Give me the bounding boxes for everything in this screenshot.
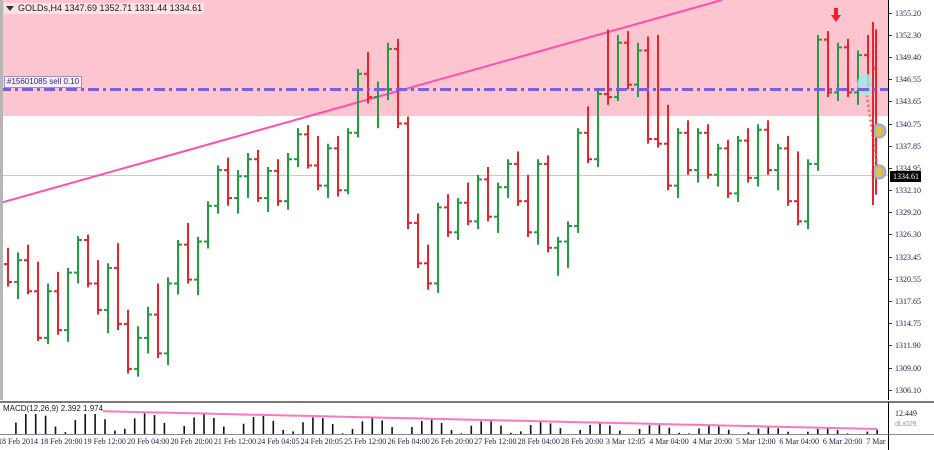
time-axis-label: 24 Feb 04:05 [257, 437, 300, 446]
broker-watermark: dLx029 [895, 421, 917, 428]
price-chart-pane[interactable]: #15601085 sell 0.10 GOLDs,H4 1347.69 135… [0, 0, 888, 400]
last-price-level-line [0, 175, 888, 176]
time-axis-label: 25 Feb 12:00 [344, 437, 387, 446]
price-tick [889, 145, 892, 147]
price-axis-label: 1355.20 [895, 8, 921, 18]
target-marker-1-icon [871, 123, 887, 139]
price-tick [889, 57, 892, 59]
chart-menu-caret-icon[interactable] [6, 6, 14, 11]
price-tick [889, 167, 892, 169]
price-tick [889, 212, 892, 214]
time-axis-label: 27 Feb 12:00 [474, 437, 517, 446]
price-axis-label: 1332.10 [895, 186, 921, 196]
order-ticket-label[interactable]: #15601085 sell 0.10 [4, 76, 83, 88]
time-axis-label: 28 Feb 20:00 [561, 437, 604, 446]
time-axis-label: 6 Mar 20:00 [822, 437, 863, 446]
macd-signal-line [5, 408, 878, 430]
macd-drawing-layer [5, 408, 879, 436]
target-marker-2-icon [871, 164, 887, 180]
time-axis-label: 6 Mar 04:00 [779, 437, 819, 446]
time-axis-label: 19 Feb 12:00 [83, 437, 126, 446]
price-tick [889, 345, 892, 347]
price-tick [889, 278, 892, 280]
macd-indicator-pane[interactable]: MACD(12,26,9) 2.392 1.974 [0, 401, 888, 436]
macd-axis: 12.449 [888, 401, 934, 436]
price-tick [889, 389, 892, 391]
price-axis-label: 1314.75 [895, 319, 921, 329]
current-price-marker: 1334.61 [890, 171, 921, 182]
symbol-ohlc-text: GOLDs,H4 1347.69 1352.71 1331.44 1334.61 [18, 3, 203, 13]
price-tick [889, 12, 892, 14]
price-axis-label: 1320.55 [895, 274, 921, 284]
price-axis-label: 1346.55 [895, 75, 921, 85]
target-marker-1-core [877, 127, 881, 135]
time-axis-corner [888, 434, 934, 450]
price-axis-label: 1309.00 [895, 363, 921, 373]
symbol-ohlc-header[interactable]: GOLDs,H4 1347.69 1352.71 1331.44 1334.61 [4, 3, 205, 14]
price-tick [889, 367, 892, 369]
time-axis-label: 24 Feb 20:05 [300, 437, 343, 446]
sell-zone-rectangle [0, 0, 888, 116]
time-axis-label: 18 Feb 20:00 [40, 437, 83, 446]
price-axis-label: 1337.85 [895, 141, 921, 151]
price-axis-label: 1340.75 [895, 119, 921, 129]
price-tick [889, 234, 892, 236]
price-axis-label: 1323.45 [895, 252, 921, 262]
time-axis-label: 20 Feb 04:00 [127, 437, 170, 446]
price-axis-label: 1349.40 [895, 53, 921, 63]
time-axis-label: 26 Feb 04:00 [387, 437, 430, 446]
price-tick [889, 34, 892, 36]
time-axis-label: 28 Feb 04:00 [517, 437, 560, 446]
price-axis-label: 1326.30 [895, 230, 921, 240]
macd-axis-label: 12.449 [895, 409, 917, 418]
time-axis-label: 26 Feb 20:00 [430, 437, 474, 446]
time-axis[interactable]: 18 Feb 2014 18 Feb 20:00 19 Feb 12:00 20 Fe… [0, 434, 906, 450]
price-axis[interactable]: 1355.20 1352.30 1349.40 1346.55 1343.65 1340.… [888, 0, 934, 400]
price-axis-label: 1317.65 [895, 296, 921, 306]
time-axis-label: 4 Mar 04:00 [649, 437, 689, 446]
price-tick [889, 190, 892, 192]
price-axis-label: 1343.65 [895, 97, 921, 107]
time-axis-label: 7 Mar 12:00 [866, 437, 906, 446]
price-tick [889, 123, 892, 125]
price-tick [889, 101, 892, 103]
price-axis-label: 1306.10 [895, 385, 921, 395]
macd-label: MACD(12,26,9) 2.392 1.974 [3, 404, 104, 414]
price-axis-label: 1352.30 [895, 30, 921, 40]
macd-histogram [5, 410, 879, 436]
price-tick [889, 79, 892, 81]
time-axis-label: 21 Feb 12:00 [213, 437, 257, 446]
time-axis-label: 3 Mar 12:05 [605, 437, 646, 446]
price-tick [889, 300, 892, 302]
time-axis-label: 20 Feb 20:00 [170, 437, 213, 446]
time-axis-label: 5 Mar 12:00 [736, 437, 776, 446]
pane-left-edge [0, 0, 3, 400]
price-tick [889, 256, 892, 258]
price-tick [889, 323, 892, 325]
price-axis-label: 1334.95 [895, 163, 921, 173]
price-axis-label: 1311.90 [895, 341, 921, 351]
price-axis-label: 1329.20 [895, 208, 921, 218]
time-axis-label: 4 Mar 20:00 [692, 437, 733, 446]
order-level-line[interactable] [0, 88, 888, 91]
time-axis-label: 18 Feb 2014 [0, 437, 38, 446]
